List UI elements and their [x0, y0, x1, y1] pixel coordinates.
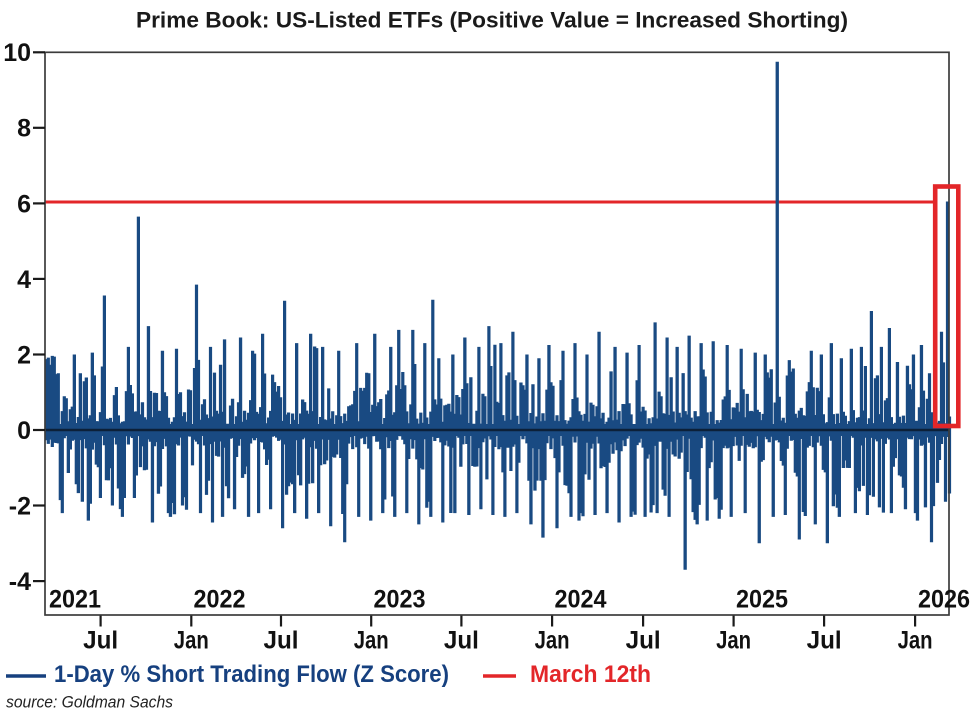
svg-text:2022: 2022 — [194, 586, 246, 614]
svg-text:10: 10 — [3, 39, 31, 67]
svg-text:-2: -2 — [9, 492, 31, 520]
svg-text:2: 2 — [17, 341, 31, 369]
svg-text:2026: 2026 — [918, 586, 970, 614]
svg-text:source: Goldman Sachs: source: Goldman Sachs — [6, 693, 173, 712]
svg-text:2025: 2025 — [736, 586, 788, 614]
svg-text:Jul: Jul — [807, 627, 842, 655]
svg-text:Jan: Jan — [535, 627, 570, 655]
svg-text:8: 8 — [17, 115, 31, 143]
svg-text:Jul: Jul — [264, 627, 299, 655]
svg-text:Jan: Jan — [354, 627, 389, 655]
svg-text:2021: 2021 — [49, 586, 101, 614]
svg-text:Jul: Jul — [83, 627, 118, 655]
svg-text:Jul: Jul — [444, 627, 479, 655]
svg-text:-4: -4 — [9, 568, 31, 596]
svg-text:Prime Book: US-Listed ETFs (Po: Prime Book: US-Listed ETFs (Positive Val… — [136, 8, 848, 33]
svg-text:0: 0 — [17, 417, 31, 445]
svg-text:Jul: Jul — [626, 627, 661, 655]
svg-text:4: 4 — [17, 266, 31, 294]
svg-text:1-Day % Short Trading Flow (Z: 1-Day % Short Trading Flow (Z Score) — [54, 661, 449, 688]
svg-text:Jan: Jan — [174, 627, 209, 655]
svg-text:2024: 2024 — [555, 586, 607, 614]
svg-text:6: 6 — [17, 190, 31, 218]
svg-text:March 12th: March 12th — [530, 661, 651, 688]
svg-text:Jan: Jan — [898, 627, 933, 655]
svg-text:Jan: Jan — [716, 627, 751, 655]
svg-text:2023: 2023 — [374, 586, 426, 614]
